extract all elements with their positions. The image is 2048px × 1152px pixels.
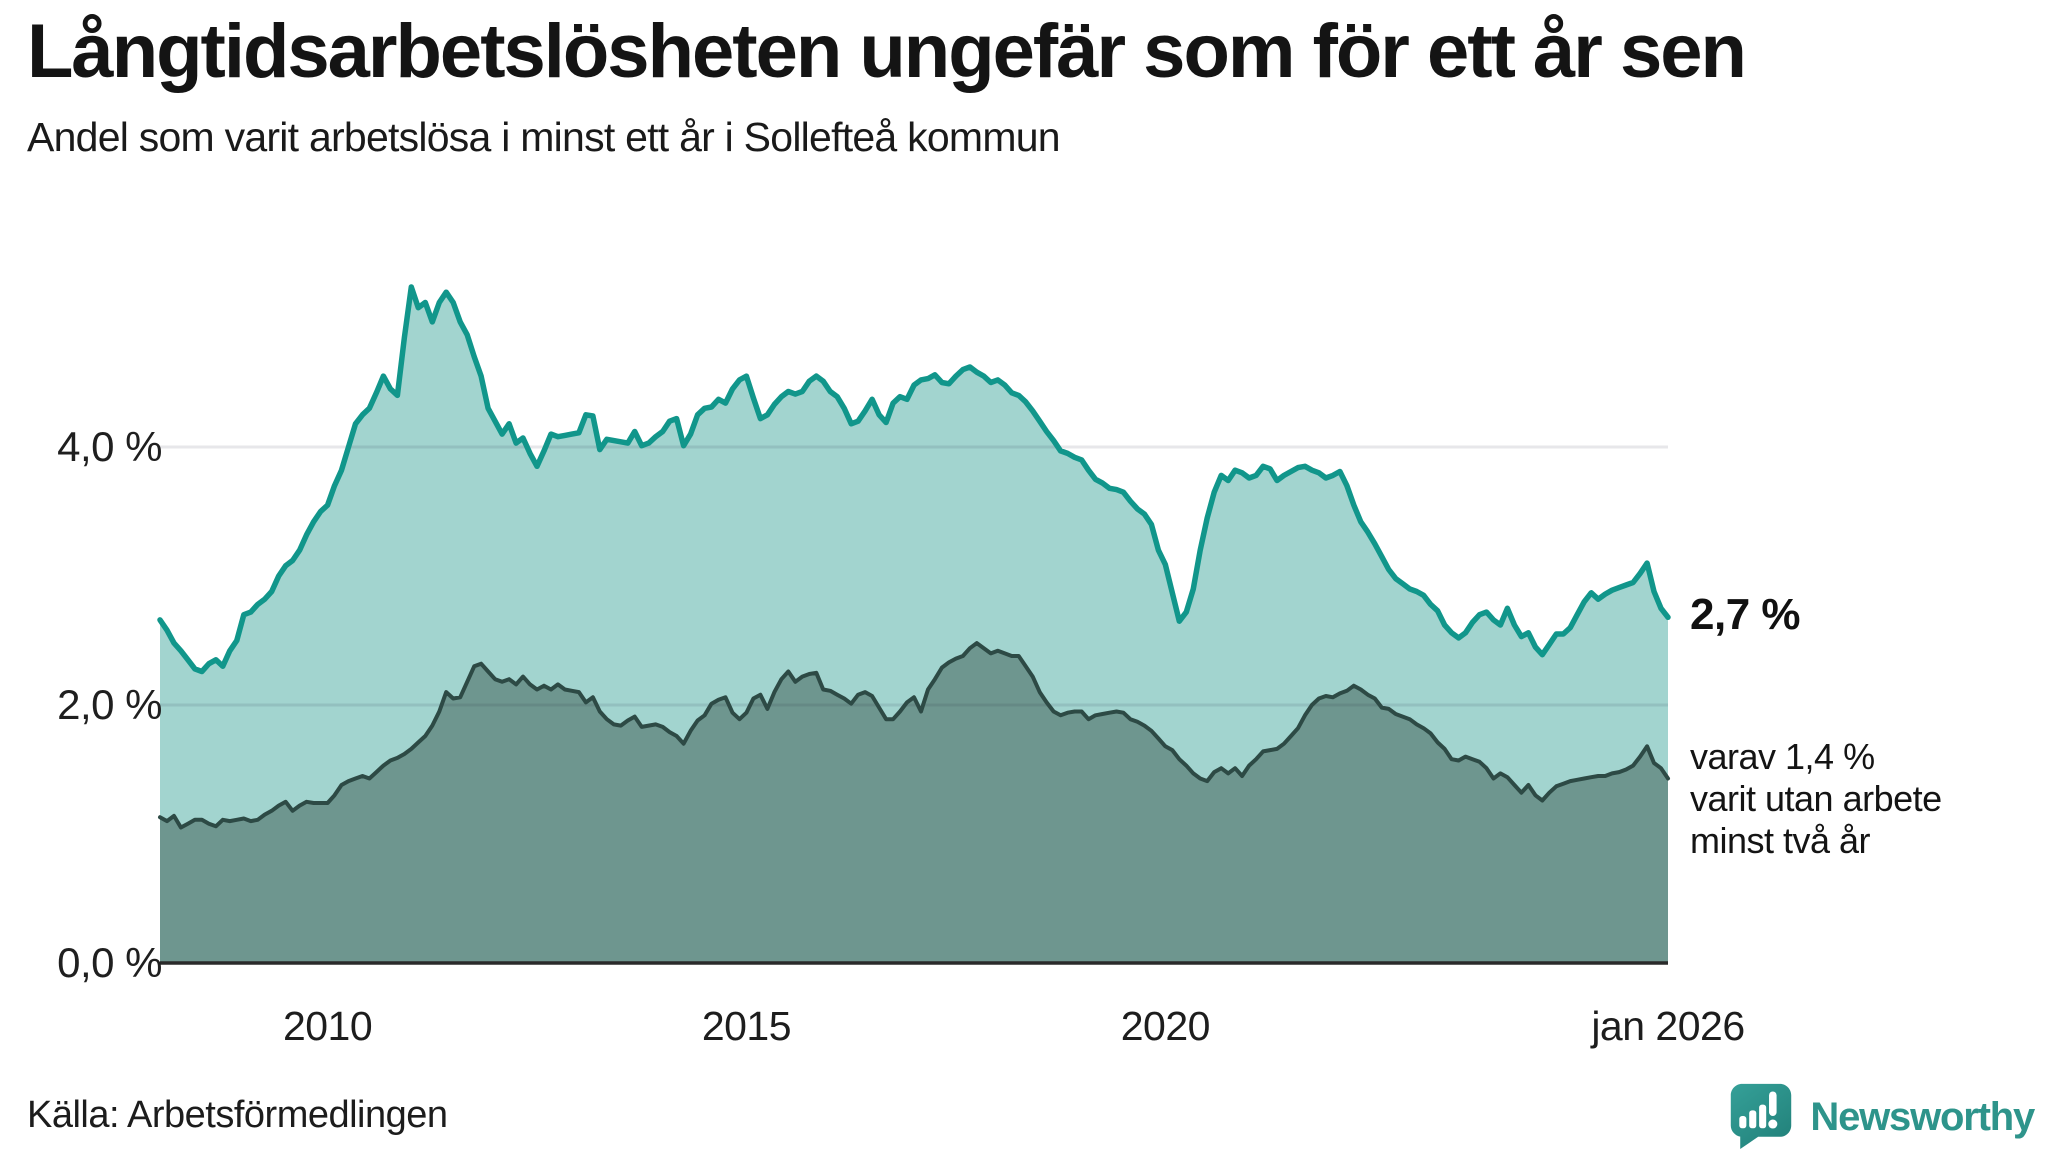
two-year-annotation-line1: varav 1,4 % <box>1690 736 1875 777</box>
x-tick-label-2010: 2010 <box>282 1003 373 1049</box>
source-note: Källa: Arbetsförmedlingen <box>27 1094 448 1136</box>
latest-value-label: 2,7 % <box>1690 590 1801 639</box>
two-year-annotation-line2: varit utan arbete <box>1690 778 1942 819</box>
two-year-annotation: varav 1,4 % varit utan arbete minst två … <box>1690 736 1942 862</box>
newsworthy-branding: Newsworthy <box>1728 1082 2035 1150</box>
chart-subtitle: Andel som varit arbetslösa i minst ett å… <box>27 114 1061 160</box>
area-fill-minst-två-år <box>160 643 1668 963</box>
y-tick-label-4: 4,0 % <box>57 423 162 470</box>
newsworthy-wordmark: Newsworthy <box>1810 1094 2035 1139</box>
y-tick-label-0: 0,0 % <box>57 939 162 986</box>
page-title: Långtidsarbetslösheten ungefär som för e… <box>27 9 1747 94</box>
y-tick-label-2: 2,0 % <box>57 681 162 728</box>
newsworthy-logo-icon <box>1728 1082 1794 1150</box>
series-line-minst-ett-år <box>157 284 1671 675</box>
series-line-minst-två-år <box>158 641 1670 830</box>
x-tick-label-2020: 2020 <box>1120 1003 1211 1049</box>
two-year-annotation-line3: minst två år <box>1690 820 1871 861</box>
x-tick-label-2015: 2015 <box>701 1003 792 1049</box>
x-tick-label-2026: jan 2026 <box>1591 1003 1745 1049</box>
